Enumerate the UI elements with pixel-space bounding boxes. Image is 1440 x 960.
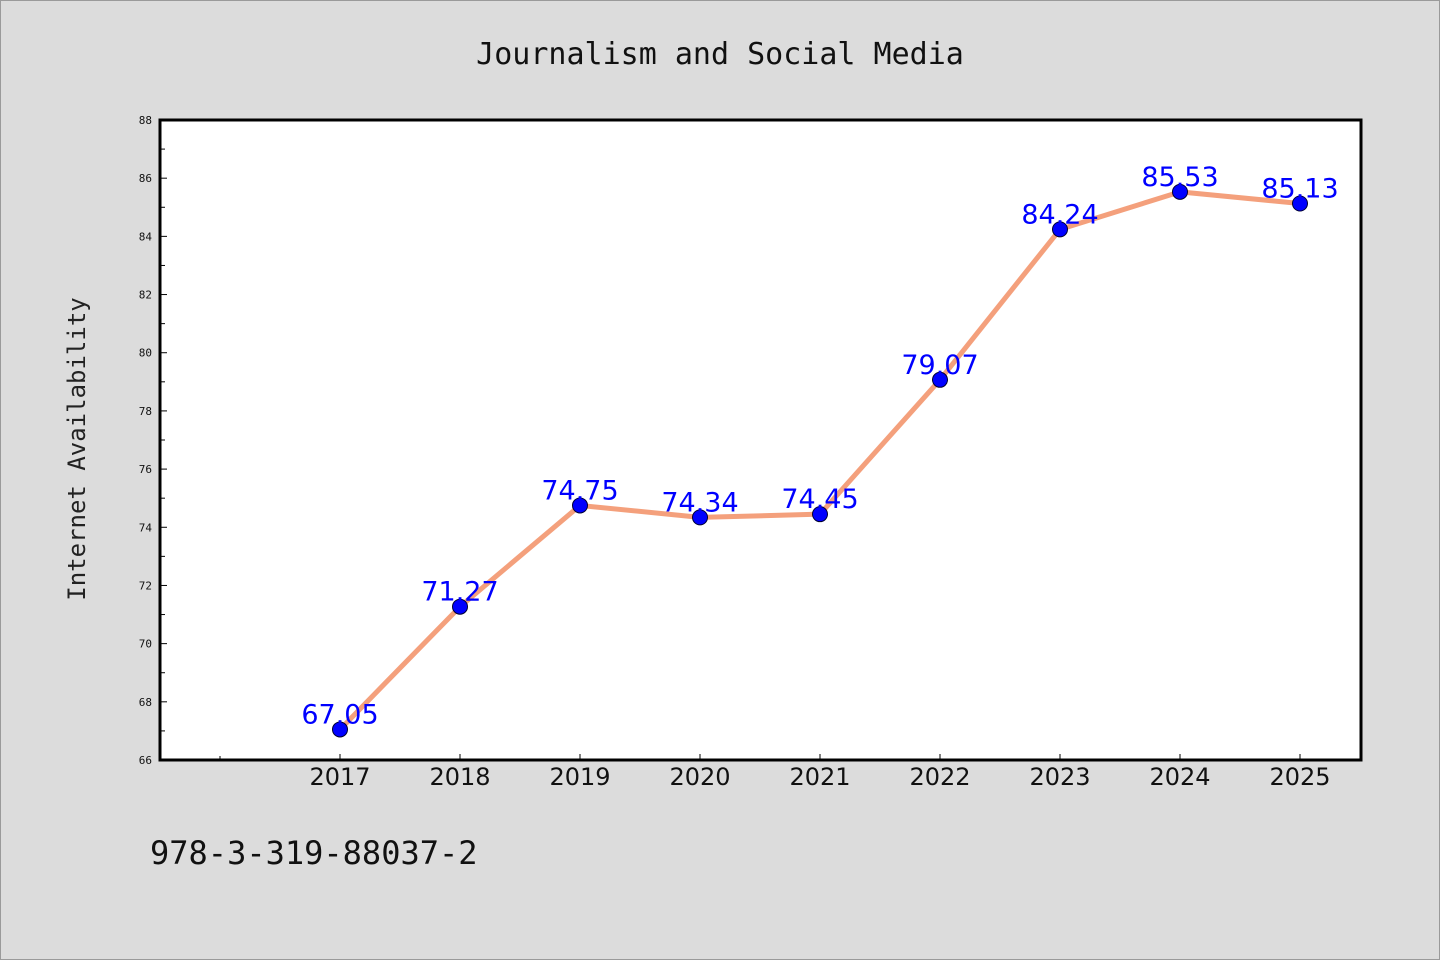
data-label: 84.24 xyxy=(1021,199,1098,230)
plot-area xyxy=(158,118,1363,762)
x-tick-label: 2021 xyxy=(789,763,850,791)
data-point xyxy=(692,509,708,526)
x-tick-label: 2019 xyxy=(549,763,610,791)
data-label: 74.34 xyxy=(661,487,738,518)
chart-title: Journalism and Social Media xyxy=(476,37,964,72)
data-point xyxy=(932,371,948,388)
y-tick-label: 66 xyxy=(139,754,152,767)
x-axis: 2017 2018 2019 2020 2021 2022 2023 2024 2025 xyxy=(219,754,1331,791)
y-tick-label: 80 xyxy=(139,347,152,360)
y-axis-label: Internet Availability xyxy=(63,297,91,600)
x-tick-label: 2018 xyxy=(429,763,490,791)
y-tick-label: 82 xyxy=(139,289,152,302)
data-point xyxy=(572,497,588,514)
data-point xyxy=(452,598,468,615)
data-point xyxy=(812,506,828,523)
x-tick-label: 2020 xyxy=(669,763,730,791)
x-tick-label: 2025 xyxy=(1269,763,1330,791)
footer-text: 978-3-319-88037-2 xyxy=(150,834,478,872)
data-label: 74.75 xyxy=(541,475,618,506)
data-label: 85.13 xyxy=(1261,173,1338,204)
data-points xyxy=(332,183,1308,738)
data-point xyxy=(1052,221,1068,238)
data-point xyxy=(332,721,348,738)
y-tick-label: 68 xyxy=(139,696,152,709)
data-point xyxy=(1172,183,1188,200)
x-tick-label: 2023 xyxy=(1029,763,1090,791)
y-tick-label: 78 xyxy=(139,405,152,418)
y-tick-label: 84 xyxy=(139,230,153,243)
y-tick-label: 70 xyxy=(139,638,152,651)
y-tick-label: 86 xyxy=(139,172,152,185)
y-axis: 66 68 70 72 74 76 78 80 82 84 86 88 xyxy=(139,114,167,767)
x-tick-label: 2024 xyxy=(1149,763,1210,791)
y-tick-label: 76 xyxy=(139,463,152,476)
x-tick-label: 2017 xyxy=(309,763,370,791)
y-tick-label: 74 xyxy=(139,521,153,534)
y-tick-label: 88 xyxy=(139,114,152,127)
data-label: 71.27 xyxy=(421,577,498,608)
x-tick-label: 2022 xyxy=(909,763,970,791)
data-label: 85.53 xyxy=(1141,162,1218,193)
data-label: 74.45 xyxy=(781,484,858,515)
data-label: 79.07 xyxy=(901,350,978,381)
data-labels: 67.05 71.27 74.75 74.34 74.45 79.07 84.24 85.53… xyxy=(301,162,1338,731)
data-point xyxy=(1292,195,1308,212)
data-label: 67.05 xyxy=(301,699,378,730)
y-tick-label: 72 xyxy=(139,579,152,592)
